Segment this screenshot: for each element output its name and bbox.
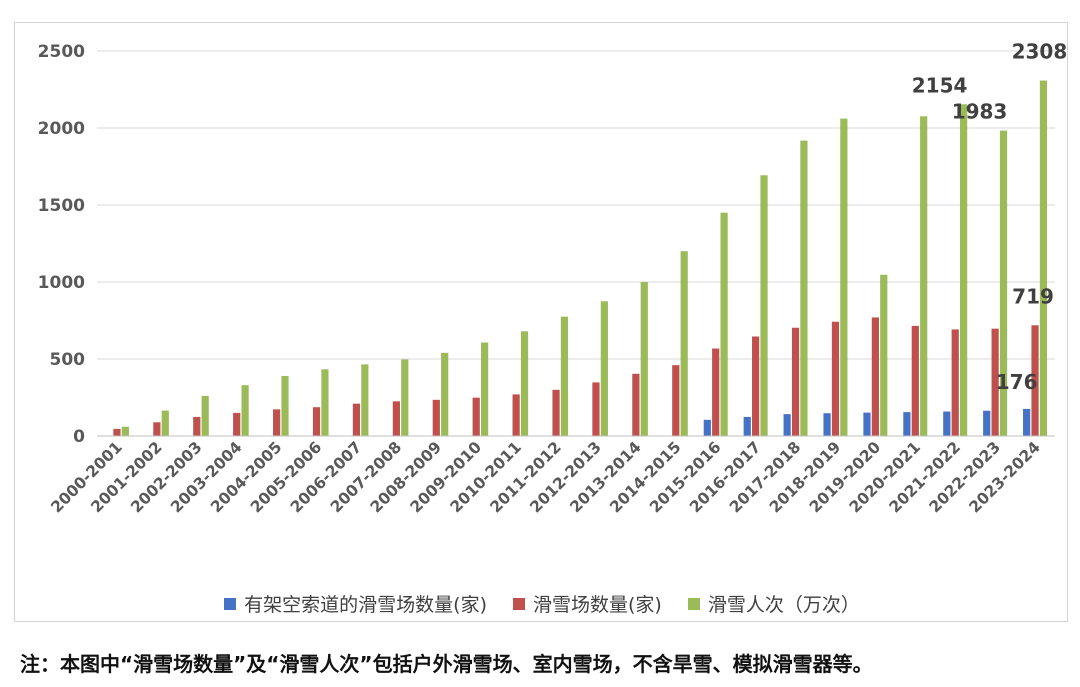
footnote: 注：本图中“滑雪场数量”及“滑雪人次”包括户外滑雪场、室内雪场，不含旱雪、模拟滑… <box>20 652 873 676</box>
gridlines <box>97 50 1055 360</box>
bar <box>161 410 169 436</box>
x-axis-category-labels: 2000-20012001-20022002-20032003-20042004… <box>47 438 1044 516</box>
bar <box>823 413 831 436</box>
bar <box>481 342 489 436</box>
bar-chart: 0 500 1000 1500 2000 2500 2000-20012001-20022… <box>38 40 1067 517</box>
bar <box>863 412 871 436</box>
bar <box>352 403 361 436</box>
bar <box>920 116 928 437</box>
legend: 有架空索道的滑雪场数量(家) 滑雪场数量(家) 滑雪人次（万次） <box>15 590 1069 617</box>
bar <box>281 375 289 436</box>
bar <box>520 331 529 436</box>
bar <box>392 401 400 436</box>
bar <box>1039 80 1048 437</box>
bar <box>321 369 329 436</box>
bar <box>113 428 121 436</box>
legend-swatch-green <box>687 597 700 610</box>
bar <box>121 426 129 436</box>
bar <box>640 282 648 436</box>
bar <box>600 301 608 436</box>
bar <box>983 410 991 436</box>
legend-label: 滑雪人次（万次） <box>707 594 860 616</box>
chart-frame: 0 500 1000 1500 2000 2500 2000-2001 2001-2002 2… <box>14 22 1068 622</box>
data-label: 2308 <box>1012 40 1067 64</box>
data-label: 1983 <box>952 100 1008 124</box>
bar <box>273 409 281 436</box>
bar <box>241 385 249 436</box>
data-label: 719 <box>1012 284 1054 308</box>
bar <box>201 395 209 436</box>
bar <box>831 321 840 436</box>
bar <box>432 399 440 436</box>
legend-swatch-red <box>512 597 525 610</box>
legend-swatch-blue <box>224 597 237 610</box>
bar <box>800 140 808 436</box>
bar <box>632 373 640 436</box>
data-label: 2154 <box>912 73 968 97</box>
bar <box>401 359 409 436</box>
bar <box>361 364 369 436</box>
legend-item-visits: 滑雪人次（万次） <box>687 590 860 617</box>
y-tick-label: 2000 <box>38 119 85 139</box>
bar <box>903 412 911 436</box>
bar <box>312 407 321 436</box>
bar <box>720 212 728 436</box>
bar <box>1023 408 1031 436</box>
y-tick-label: 1000 <box>38 273 85 293</box>
bar <box>760 175 768 436</box>
y-tick-label: 500 <box>50 350 86 370</box>
bar <box>560 316 569 436</box>
bar <box>840 118 848 436</box>
bar <box>472 397 480 436</box>
bar <box>512 394 520 436</box>
legend-item-resorts: 滑雪场数量(家) <box>512 590 662 617</box>
bar <box>680 251 688 436</box>
legend-item-cableway-resorts: 有架空索道的滑雪场数量(家) <box>224 590 487 617</box>
legend-label: 滑雪场数量(家) <box>532 594 662 616</box>
bar <box>233 412 241 436</box>
bar <box>712 348 720 436</box>
bar <box>880 274 888 436</box>
bar <box>871 317 879 436</box>
bar <box>791 327 800 436</box>
bar <box>960 104 968 436</box>
bar <box>441 352 449 436</box>
bars <box>113 80 1048 437</box>
legend-label: 有架空索道的滑雪场数量(家) <box>244 594 487 616</box>
bar <box>743 416 751 436</box>
bar <box>911 325 919 436</box>
bar <box>1031 325 1039 436</box>
bar <box>752 336 760 436</box>
y-tick-label: 1500 <box>38 196 85 216</box>
bar <box>552 389 560 436</box>
data-labels: 2154 1983 2308 719 176 <box>912 40 1067 394</box>
bar <box>943 411 951 436</box>
bar <box>703 419 711 436</box>
bar <box>991 328 999 436</box>
bar <box>783 414 791 436</box>
bar <box>951 329 959 436</box>
y-tick-label: 0 <box>73 427 85 447</box>
bar <box>592 382 600 436</box>
data-label: 176 <box>996 370 1038 394</box>
bar <box>193 416 201 436</box>
y-axis-ticks: 0 500 1000 1500 2000 2500 <box>38 42 85 447</box>
bar <box>153 422 161 436</box>
bar <box>672 365 680 436</box>
bar <box>999 130 1008 437</box>
y-tick-label: 2500 <box>38 42 85 62</box>
